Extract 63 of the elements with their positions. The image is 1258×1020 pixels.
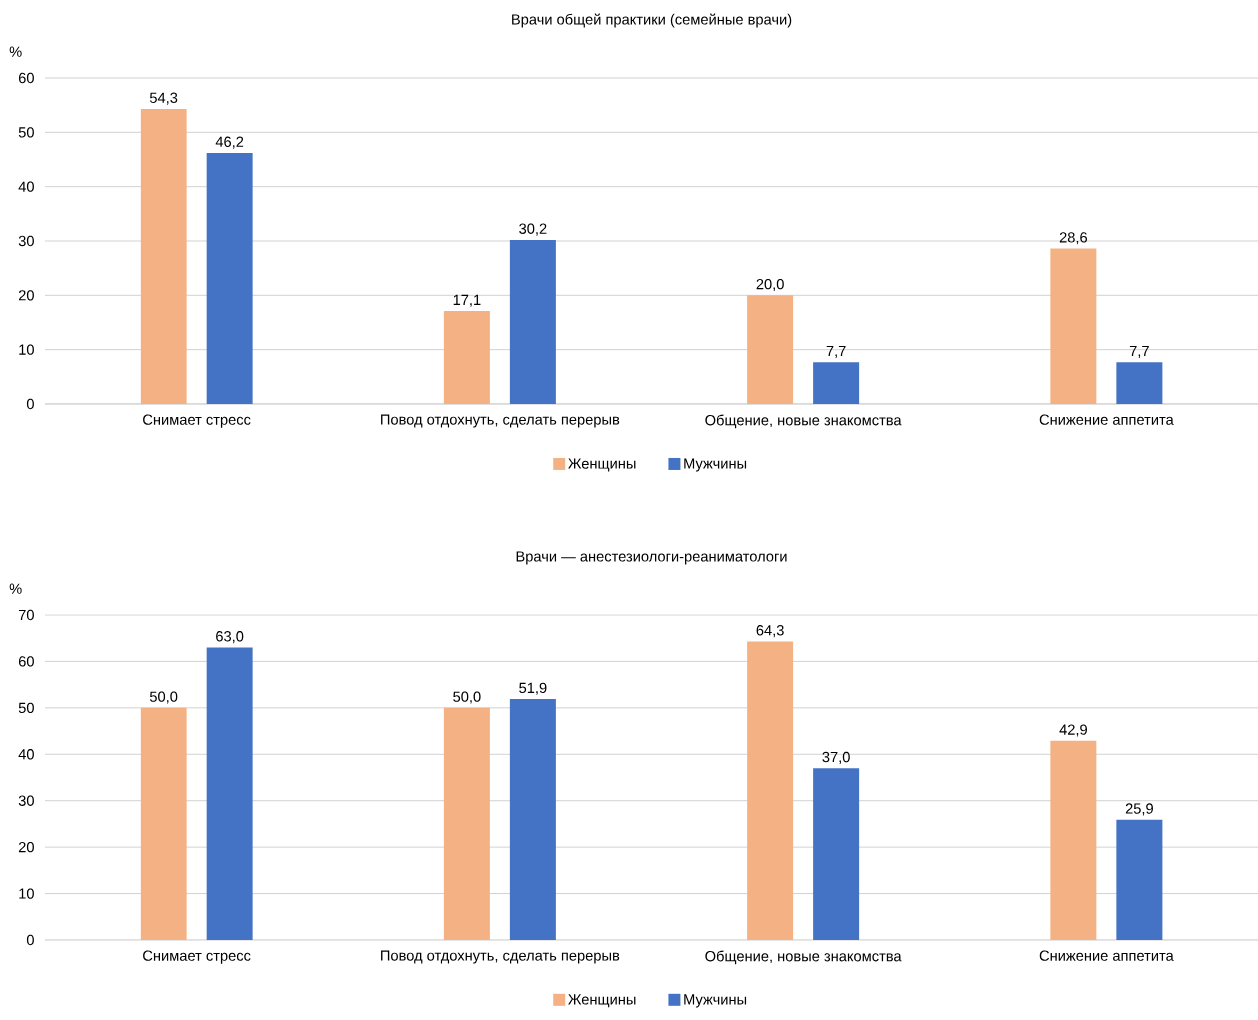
- bar: [509, 239, 556, 404]
- y-axis-title: %: [9, 46, 22, 57]
- y-tick-label: 0: [26, 398, 34, 410]
- x-tick-label: Общение, новые знакомства: [705, 950, 902, 965]
- bar: [813, 768, 860, 940]
- x-tick-label: Повод отдохнуть, сделать перерыв: [381, 950, 620, 964]
- bar: [509, 699, 556, 940]
- bar: [1050, 740, 1097, 940]
- data-label: 64,3: [756, 625, 784, 638]
- x-tick-label: Снижение аппетита: [1039, 414, 1174, 425]
- y-tick-label: 0: [26, 934, 34, 946]
- data-label: 7,7: [1129, 345, 1149, 358]
- data-label: 54,3: [149, 92, 178, 105]
- data-label: 37,0: [822, 751, 850, 764]
- bar: [1116, 819, 1163, 940]
- data-label: 63,0: [216, 631, 244, 644]
- x-tick-label: Снимает стресс: [143, 950, 251, 964]
- y-tick-label: 40: [18, 749, 34, 760]
- y-tick-label: 70: [18, 609, 34, 621]
- chart-title: Врачи общей практики (семейные врачи): [512, 13, 792, 28]
- data-label: 50,0: [453, 691, 481, 704]
- data-label: 7,7: [826, 345, 846, 358]
- y-tick-label: 40: [18, 181, 34, 192]
- legend-label: Женщины: [568, 994, 636, 1008]
- data-label: 42,9: [1059, 724, 1087, 737]
- y-tick-label: 20: [18, 841, 34, 853]
- bar: [747, 295, 794, 404]
- bar: [140, 707, 187, 940]
- x-tick-label: Снимает стресс: [143, 414, 251, 428]
- y-tick-label: 20: [18, 290, 34, 301]
- y-axis-title: %: [9, 583, 22, 594]
- legend-label: Мужчины: [684, 458, 747, 472]
- data-label: 50,0: [149, 691, 178, 704]
- bar: [206, 647, 253, 940]
- data-label: 51,9: [519, 682, 547, 695]
- x-tick-label: Общение, новые знакомства: [705, 414, 902, 429]
- x-tick-label: Снижение аппетита: [1039, 950, 1174, 961]
- data-label: 28,6: [1059, 232, 1087, 245]
- legend-label: Женщины: [568, 458, 636, 472]
- bar: [813, 362, 860, 404]
- bar: [747, 641, 794, 940]
- y-tick-label: 30: [18, 235, 34, 247]
- bar: [1050, 248, 1097, 404]
- y-tick-label: 10: [19, 888, 34, 899]
- chart-title: Врачи — анестезиологи-реаниматологи: [516, 551, 787, 565]
- data-label: 46,2: [215, 136, 244, 149]
- y-tick-label: 60: [18, 72, 34, 84]
- x-tick-label: Повод отдохнуть, сделать перерыв: [381, 414, 620, 428]
- y-tick-label: 30: [18, 795, 34, 806]
- bar: [140, 108, 187, 404]
- bar: [443, 311, 490, 404]
- data-label: 20,0: [756, 278, 784, 292]
- y-tick-label: 50: [18, 127, 34, 138]
- legend-label: Мужчины: [684, 994, 747, 1008]
- y-tick-label: 10: [19, 344, 34, 355]
- data-label: 30,2: [519, 223, 547, 236]
- data-label: 25,9: [1125, 803, 1153, 816]
- y-tick-label: 60: [18, 656, 34, 667]
- bar: [1116, 362, 1163, 404]
- data-label: 17,1: [453, 294, 481, 307]
- bar: [206, 152, 253, 404]
- bar: [443, 707, 490, 940]
- y-tick-label: 50: [18, 702, 34, 714]
